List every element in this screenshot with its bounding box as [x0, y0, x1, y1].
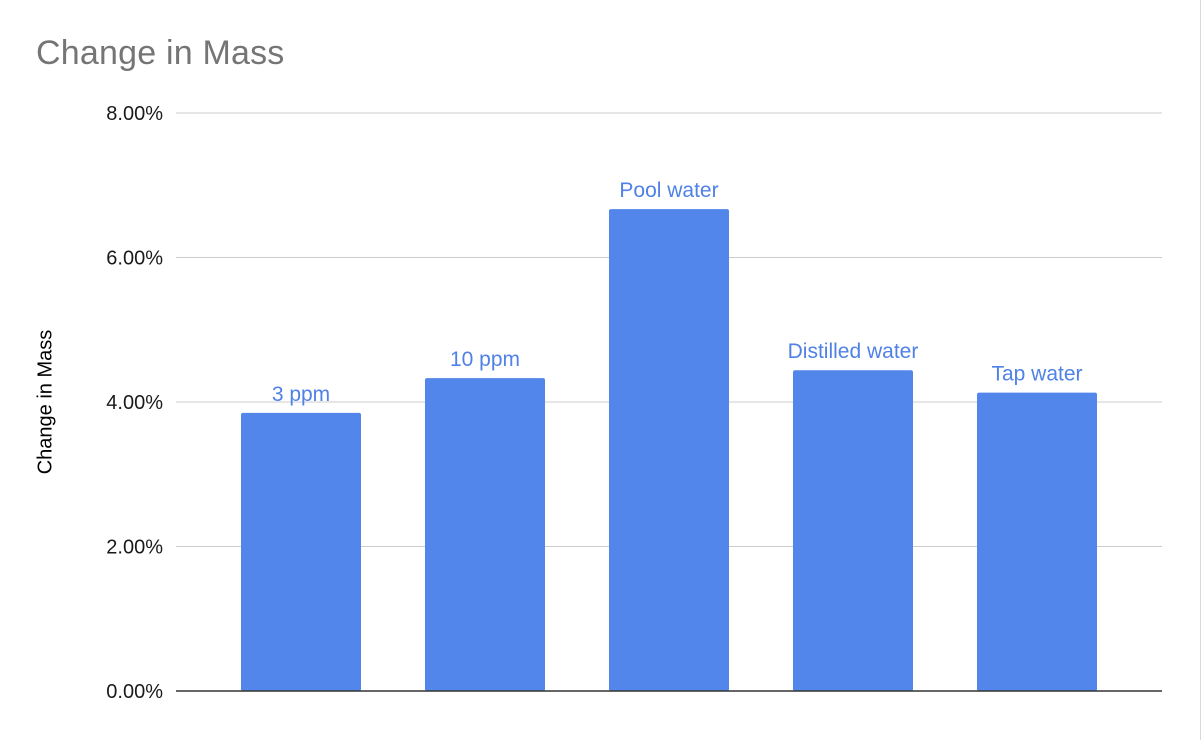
bar-label: Pool water [619, 179, 718, 202]
bar-label: Distilled water [788, 340, 919, 363]
bar-label: 3 ppm [272, 383, 330, 406]
chart-title: Change in Mass [36, 34, 285, 72]
y-tick-label: 6.00% [106, 248, 163, 270]
bar [425, 378, 545, 691]
bar [241, 412, 361, 691]
y-tick-label: 4.00% [106, 392, 163, 414]
y-tick-label: 8.00% [106, 103, 163, 125]
bar-label: Tap water [991, 363, 1082, 386]
bar [793, 370, 913, 691]
bar-label: 10 ppm [450, 348, 520, 371]
bar [609, 209, 729, 691]
y-tick-label: 2.00% [106, 537, 163, 559]
y-tick-label: 0.00% [106, 681, 163, 703]
bar [977, 392, 1097, 691]
